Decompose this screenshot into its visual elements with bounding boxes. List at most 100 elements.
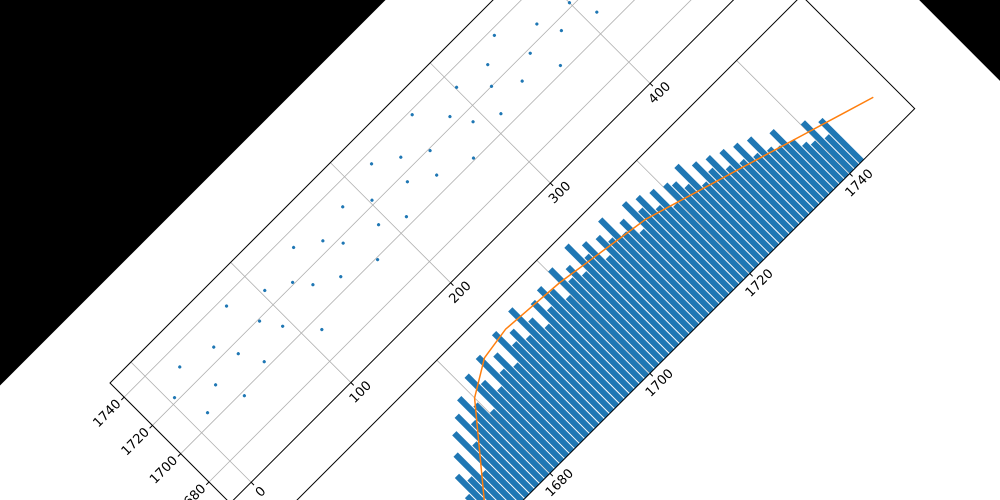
x-tick	[350, 382, 355, 386]
scatter-point	[528, 51, 532, 55]
histogram-bar	[453, 452, 515, 500]
histogram-bar	[509, 328, 605, 424]
plot-area	[123, 0, 749, 483]
scatter-point	[291, 280, 295, 285]
histogram-bar	[454, 413, 535, 494]
scatter-point	[399, 155, 403, 159]
scatter-point	[205, 411, 210, 415]
histogram-bar	[548, 267, 655, 374]
scatter-point	[558, 63, 563, 68]
scatter-point	[281, 324, 285, 328]
histogram-bar	[464, 373, 560, 469]
grid-line	[208, 0, 749, 483]
histogram-bar	[655, 204, 740, 289]
scatter-point	[595, 10, 599, 14]
histogram-bar	[802, 141, 845, 184]
histogram-bar	[671, 181, 760, 269]
scatter-point	[520, 79, 524, 83]
histogram-bar	[673, 202, 750, 279]
scatter-point	[341, 241, 345, 245]
histogram-bar	[536, 286, 640, 389]
histogram-bar	[619, 218, 715, 314]
histogram-bar	[497, 386, 570, 459]
histogram-bar	[775, 145, 830, 199]
scatter-point	[321, 239, 325, 243]
scatter-point	[236, 352, 240, 356]
scatter-point	[369, 162, 374, 166]
histogram-bar	[530, 299, 630, 399]
scatter-point	[405, 180, 410, 184]
histogram-bar	[818, 117, 865, 164]
scatter-point	[263, 288, 267, 293]
histogram-bar	[595, 234, 695, 334]
scatter-point	[375, 258, 380, 262]
scatter-point	[410, 113, 414, 117]
histogram-bar	[581, 241, 685, 344]
histogram-bar	[800, 120, 855, 174]
scatter-point	[535, 22, 539, 26]
histogram-bar	[473, 402, 550, 479]
histogram-bar	[635, 194, 735, 294]
y-tick	[177, 453, 182, 457]
scatter-point	[559, 28, 563, 33]
histogram-bar	[639, 228, 720, 309]
x-tick	[849, 173, 853, 177]
histogram-bar	[663, 182, 755, 274]
histogram-bar	[766, 146, 825, 204]
histogram-bar	[746, 136, 820, 209]
grid-line	[429, 62, 551, 184]
histogram-bar	[481, 470, 520, 500]
histogram-bar	[452, 431, 525, 500]
scatter-point	[448, 114, 452, 119]
scatter-point	[339, 275, 343, 279]
scatter-point	[404, 215, 409, 219]
scatter-point	[262, 360, 266, 364]
scatter-point	[213, 383, 218, 387]
x-tick	[549, 182, 554, 187]
histogram-bar	[638, 207, 730, 299]
axes-frame	[261, 0, 916, 500]
axes-frame	[109, 0, 771, 500]
histogram-bar	[649, 188, 745, 284]
histogram-bar	[701, 181, 775, 254]
scatter-point	[489, 84, 494, 88]
histogram-bar	[528, 317, 620, 409]
plot-area	[436, 60, 874, 500]
scatter-point	[370, 198, 374, 202]
scatter-point	[320, 327, 324, 332]
histogram-bar	[568, 277, 660, 369]
scatter-point	[341, 205, 345, 209]
density-line	[449, 96, 874, 500]
histogram-bar	[674, 163, 770, 259]
histogram-bar	[525, 334, 610, 419]
scatter-point	[311, 283, 315, 287]
y-tick	[149, 425, 153, 429]
grid-line	[180, 0, 721, 454]
histogram-bar	[684, 183, 765, 264]
histogram-bar	[753, 152, 815, 214]
scatter-point	[454, 85, 459, 89]
x-tick	[250, 481, 255, 486]
grid-line	[529, 0, 651, 84]
scatter-point	[212, 345, 216, 349]
histogram-bar	[565, 264, 665, 364]
histogram-bar	[621, 231, 710, 319]
x-tick	[450, 282, 454, 286]
histogram-bar	[512, 341, 600, 429]
scatter-point	[471, 156, 476, 160]
scatter-point	[178, 365, 182, 369]
histogram-bar	[454, 473, 505, 500]
scatter-point	[435, 173, 439, 177]
histogram-bar	[739, 158, 805, 224]
histogram-bar	[493, 352, 585, 444]
histogram-bar	[584, 253, 680, 349]
histogram-bar	[608, 237, 700, 329]
histogram-bar	[480, 379, 565, 464]
histogram-bar	[708, 167, 785, 244]
histogram-bar	[470, 419, 540, 489]
scatter-point	[492, 33, 496, 37]
histogram-bar	[824, 134, 860, 169]
scatter-point	[224, 304, 229, 308]
